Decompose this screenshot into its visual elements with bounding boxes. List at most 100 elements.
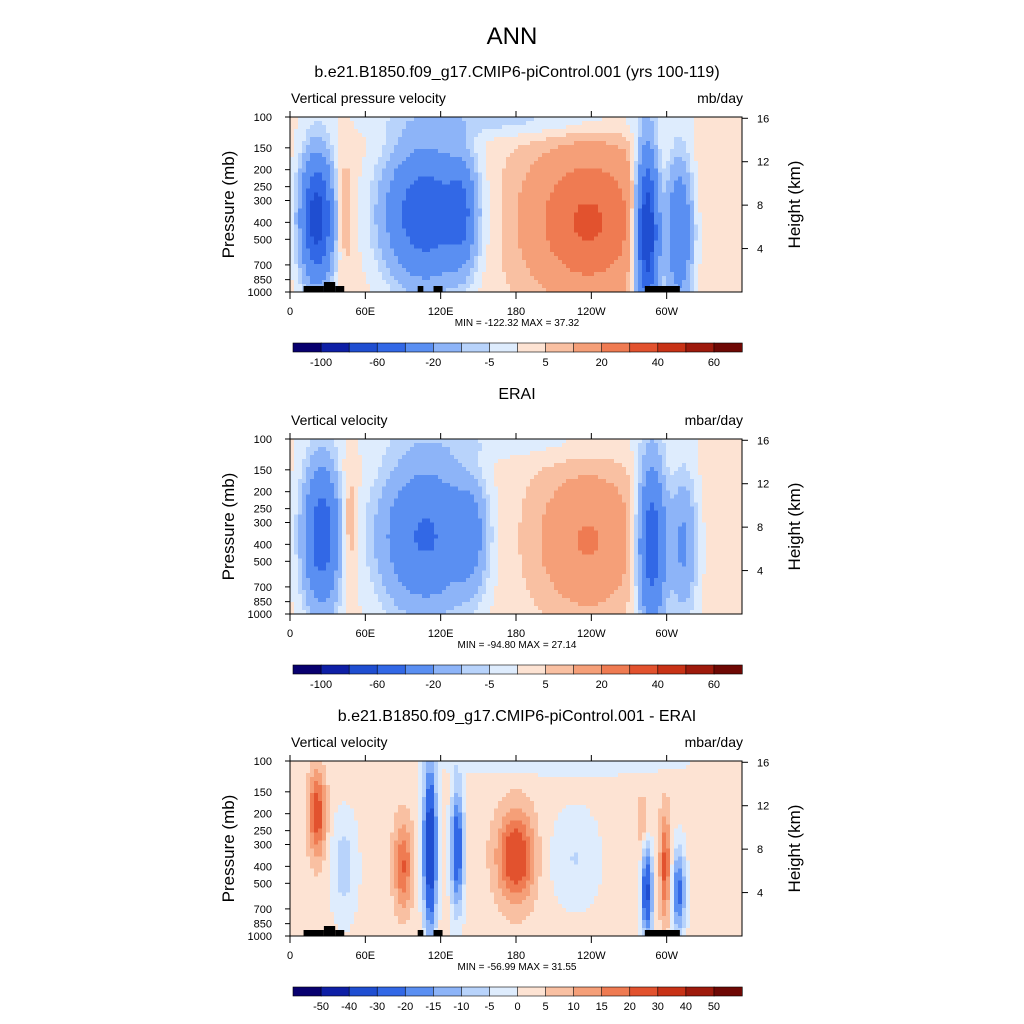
heatmap-cell (294, 252, 299, 257)
heatmap-cell (718, 128, 723, 134)
heatmap-cell (430, 144, 435, 150)
heatmap-cell (322, 252, 327, 257)
heatmap-cell (322, 136, 327, 142)
heatmap-cell (378, 236, 383, 241)
heatmap-cell (546, 232, 551, 237)
heatmap-cell (434, 184, 439, 190)
heatmap-cell (422, 180, 427, 186)
heatmap-cell (374, 117, 379, 122)
heatmap-cell (498, 252, 503, 257)
heatmap-cell (638, 144, 643, 150)
heatmap-cell (658, 212, 663, 218)
heatmap-cell (362, 160, 367, 166)
heatmap-cell (378, 280, 383, 285)
heatmap-cell (486, 280, 491, 285)
heatmap-cell (354, 216, 359, 222)
heatmap-cell (678, 120, 683, 126)
heatmap-cell (538, 268, 543, 273)
heatmap-cell (566, 156, 571, 162)
heatmap-cell (542, 216, 547, 222)
heatmap-cell (430, 220, 435, 225)
heatmap-cell (494, 144, 499, 150)
heatmap-cell (562, 200, 567, 206)
heatmap-cell (402, 120, 407, 126)
heatmap-cell (354, 212, 359, 218)
heatmap-cell (330, 224, 335, 229)
heatmap-cell (474, 220, 479, 225)
heatmap-cell (610, 284, 615, 289)
heatmap-cell (554, 144, 559, 150)
heatmap-cell (738, 156, 743, 162)
heatmap-cell (426, 268, 431, 273)
heatmap-cell (374, 272, 379, 277)
heatmap-cell (294, 288, 299, 293)
heatmap-cell (674, 264, 679, 269)
heatmap-cell (346, 164, 351, 170)
heatmap-cell (478, 200, 483, 206)
heatmap-cell (714, 180, 719, 186)
heatmap-cell (314, 228, 319, 233)
heatmap-cell (562, 188, 567, 194)
heatmap-cell (506, 268, 511, 273)
heatmap-cell (510, 284, 515, 289)
heatmap-cell (390, 272, 395, 277)
heatmap-cell (502, 240, 507, 245)
heatmap-cell (586, 180, 591, 186)
heatmap-cell (626, 228, 631, 233)
heatmap-cell (702, 200, 707, 206)
heatmap-cell (590, 148, 595, 154)
heatmap-cell (454, 208, 459, 214)
heatmap-cell (358, 256, 363, 261)
heatmap-cell (502, 172, 507, 178)
heatmap-cell (738, 188, 743, 194)
heatmap-cell (734, 204, 739, 210)
heatmap-cell (442, 280, 447, 285)
heatmap-cell (550, 252, 555, 257)
heatmap-cell (362, 272, 367, 277)
heatmap-cell (562, 276, 567, 281)
heatmap-cell (670, 204, 675, 210)
heatmap-cell (694, 120, 699, 126)
heatmap-cell (650, 244, 655, 249)
heatmap-cell (510, 140, 515, 146)
heatmap-cell (550, 124, 555, 130)
heatmap-cell (426, 256, 431, 261)
heatmap-cell (506, 264, 511, 269)
heatmap-cell (482, 128, 487, 134)
heatmap-cell (410, 220, 415, 225)
heatmap-cell (526, 264, 531, 269)
heatmap-cell (574, 168, 579, 174)
heatmap-cell (326, 188, 331, 194)
heatmap-cell (462, 200, 467, 206)
heatmap-cell (382, 180, 387, 186)
heatmap-cell (306, 220, 311, 225)
heatmap-cell (314, 224, 319, 229)
heatmap-cell (498, 184, 503, 190)
heatmap-cell (482, 144, 487, 150)
heatmap-cell (730, 220, 735, 225)
heatmap-cell (450, 220, 455, 225)
heatmap-cell (338, 224, 343, 229)
heatmap-cell (330, 132, 335, 138)
heatmap-cell (378, 192, 383, 198)
heatmap-cell (666, 188, 671, 194)
heatmap-cell (530, 252, 535, 257)
heatmap-cell (734, 212, 739, 218)
heatmap-cell (714, 196, 719, 202)
heatmap-cell (366, 228, 371, 233)
heatmap-cell (686, 184, 691, 190)
heatmap-cell (734, 132, 739, 138)
heatmap-cell (522, 164, 527, 170)
heatmap-cell (582, 188, 587, 194)
heatmap-cell (370, 228, 375, 233)
heatmap-cell (394, 244, 399, 249)
heatmap-cell (726, 276, 731, 281)
heatmap-cell (334, 180, 339, 186)
heatmap-cell (390, 184, 395, 190)
heatmap-cell (534, 244, 539, 249)
heatmap-cell (562, 252, 567, 257)
heatmap-cell (290, 144, 295, 150)
heatmap-cell (566, 216, 571, 222)
heatmap-cell (658, 132, 663, 138)
heatmap-cell (446, 180, 451, 186)
